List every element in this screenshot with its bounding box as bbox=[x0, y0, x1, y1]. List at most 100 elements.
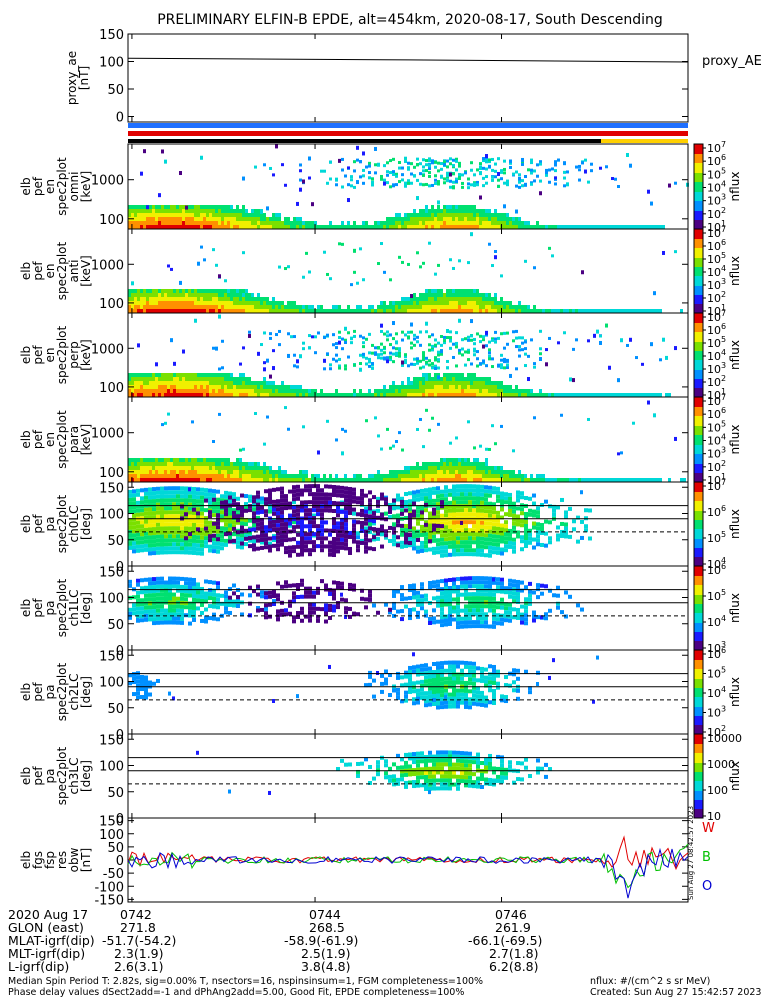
spec-cell bbox=[364, 537, 368, 542]
colorbar-cell bbox=[694, 363, 703, 365]
spec-cell bbox=[179, 217, 182, 221]
spec-cell bbox=[359, 474, 362, 478]
spec-cell bbox=[352, 491, 356, 496]
spec-cell bbox=[422, 221, 425, 225]
spec-cell bbox=[140, 520, 144, 525]
spec-cell bbox=[144, 515, 148, 520]
spec-cell bbox=[128, 545, 132, 550]
spec-cell bbox=[220, 514, 224, 519]
spec-cell bbox=[569, 393, 572, 397]
spec-cell bbox=[304, 524, 308, 529]
spec-cell bbox=[440, 297, 443, 301]
spec-cell bbox=[200, 373, 203, 377]
spec-cell bbox=[161, 205, 164, 209]
spec-cell bbox=[194, 373, 197, 377]
spec-cell bbox=[269, 474, 272, 478]
colorbar-cell bbox=[694, 193, 703, 195]
spec-cell bbox=[554, 176, 557, 180]
spec-cell bbox=[434, 182, 437, 186]
spec-cell bbox=[473, 182, 476, 186]
spec-cell bbox=[482, 176, 485, 180]
spec-cell bbox=[590, 225, 593, 229]
spec-cell bbox=[521, 348, 524, 352]
spec-cell bbox=[132, 525, 136, 530]
colorbar-cell bbox=[694, 310, 703, 312]
spec-cell bbox=[359, 334, 362, 338]
colorbar-cell bbox=[694, 448, 703, 450]
spec-cell bbox=[494, 309, 497, 313]
spec-cell bbox=[485, 225, 488, 229]
spec-cell bbox=[188, 393, 191, 397]
spec-cell bbox=[388, 502, 392, 507]
spec-cell bbox=[227, 474, 230, 478]
spec-cell bbox=[156, 506, 160, 511]
spec-cell bbox=[266, 389, 269, 393]
spec-cell bbox=[428, 225, 431, 229]
spec-cell bbox=[413, 221, 416, 225]
spec-cell bbox=[416, 545, 420, 550]
spec-cell bbox=[161, 470, 164, 474]
spec-cell bbox=[488, 305, 491, 309]
spec-cell bbox=[182, 478, 185, 482]
spec-cell bbox=[280, 522, 284, 527]
colorbar-cell bbox=[694, 186, 703, 188]
spec-cell bbox=[554, 160, 557, 164]
spec-cell bbox=[524, 305, 527, 309]
spec-cell bbox=[149, 289, 152, 293]
spec-cell bbox=[218, 305, 221, 309]
spec-cell bbox=[443, 161, 446, 165]
spec-cell bbox=[172, 510, 176, 515]
spec-cell bbox=[389, 333, 392, 337]
spec-cell bbox=[461, 393, 464, 397]
spec-cell bbox=[272, 543, 276, 548]
spec-cell bbox=[170, 381, 173, 385]
spec-cell bbox=[650, 309, 653, 313]
spec-cell bbox=[216, 505, 220, 510]
spec-cell bbox=[155, 474, 158, 478]
spec-cell bbox=[148, 543, 152, 548]
spec-cell bbox=[566, 393, 569, 397]
spec-cell bbox=[344, 393, 347, 397]
energy-3-ylabel: en bbox=[43, 432, 57, 447]
spec-cell bbox=[208, 504, 212, 509]
spec-cell bbox=[386, 334, 389, 338]
spec-cell bbox=[311, 389, 314, 393]
spec-cell bbox=[560, 225, 563, 229]
spec-cell bbox=[419, 470, 422, 474]
spec-cell bbox=[491, 301, 494, 305]
spec-cell bbox=[149, 474, 152, 478]
spec-cell bbox=[602, 225, 605, 229]
spec-cell bbox=[332, 529, 336, 534]
spec-cell bbox=[455, 389, 458, 393]
spec-cell bbox=[425, 362, 428, 366]
spec-cell bbox=[287, 427, 290, 431]
spec-cell bbox=[452, 393, 455, 397]
spec-cell bbox=[485, 478, 488, 482]
spec-cell bbox=[503, 474, 506, 478]
spec-cell bbox=[377, 221, 380, 225]
spec-cell bbox=[431, 470, 434, 474]
spec-cell bbox=[284, 526, 288, 531]
spec-cell bbox=[146, 309, 149, 313]
spec-cell bbox=[188, 538, 192, 543]
spec-cell bbox=[221, 213, 224, 217]
spec-cell bbox=[476, 180, 479, 184]
spec-cell bbox=[180, 498, 184, 503]
spec-cell bbox=[482, 217, 485, 221]
spec-cell bbox=[380, 174, 383, 178]
spec-cell bbox=[398, 393, 401, 397]
spec-cell bbox=[215, 466, 218, 470]
spec-cell bbox=[288, 521, 292, 526]
spec-cell bbox=[204, 536, 208, 541]
spec-cell bbox=[260, 301, 263, 305]
spec-cell bbox=[629, 309, 632, 313]
spec-cell bbox=[176, 510, 180, 515]
spec-cell bbox=[515, 389, 518, 393]
spec-cell bbox=[476, 301, 479, 305]
spec-cell bbox=[461, 185, 464, 189]
spec-cell bbox=[668, 183, 671, 188]
spec-cell bbox=[503, 213, 506, 217]
colorbar-cell bbox=[694, 457, 703, 459]
spec-cell bbox=[194, 305, 197, 309]
spec-cell bbox=[204, 492, 208, 497]
